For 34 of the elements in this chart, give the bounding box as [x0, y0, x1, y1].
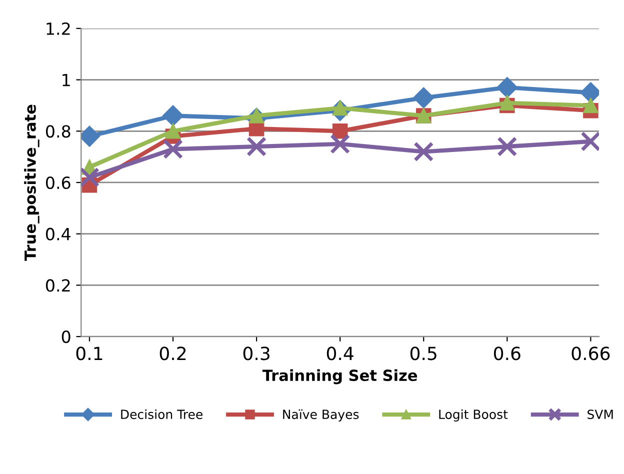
- x-tick-label: 0.3: [243, 346, 270, 360]
- point: [413, 87, 434, 108]
- y-tick-label: 0: [62, 330, 70, 344]
- point: [162, 105, 184, 126]
- point: [330, 134, 350, 154]
- point: [332, 124, 348, 139]
- y-axis-title: True_positive_rate: [24, 104, 40, 261]
- y-tick-label: 0.2: [46, 279, 70, 292]
- y-tick-label: 0.6: [46, 176, 70, 190]
- y-tick-label: 1.2: [46, 22, 70, 35]
- legend-label: Logit Boost: [439, 409, 508, 422]
- point: [246, 136, 267, 157]
- x-axis-title: Trainning Set Size: [262, 369, 418, 384]
- point: [496, 76, 518, 98]
- y-tick-label: 0.8: [46, 125, 70, 138]
- legend-label: Decision Tree: [121, 409, 202, 420]
- point: [583, 98, 598, 114]
- x-tick-label: 0.5: [410, 346, 436, 360]
- point: [497, 136, 518, 157]
- x-tick-label: 0.2: [160, 346, 186, 360]
- legend-label: SVM: [588, 410, 613, 420]
- x-tick-label: 0.6: [494, 346, 520, 360]
- point: [580, 131, 600, 152]
- legend-label: Naïve Bayes: [283, 409, 359, 422]
- point: [165, 124, 181, 139]
- point: [414, 142, 434, 162]
- point: [81, 167, 100, 188]
- x-tick-label: 0.66: [572, 346, 610, 360]
- x-tick-label: 0.4: [326, 346, 354, 360]
- point: [162, 139, 184, 160]
- point: [248, 108, 264, 124]
- y-tick-label: 0.4: [46, 228, 70, 240]
- x-tick-label: 0.1: [76, 346, 102, 360]
- y-tick-label: 1: [62, 74, 70, 86]
